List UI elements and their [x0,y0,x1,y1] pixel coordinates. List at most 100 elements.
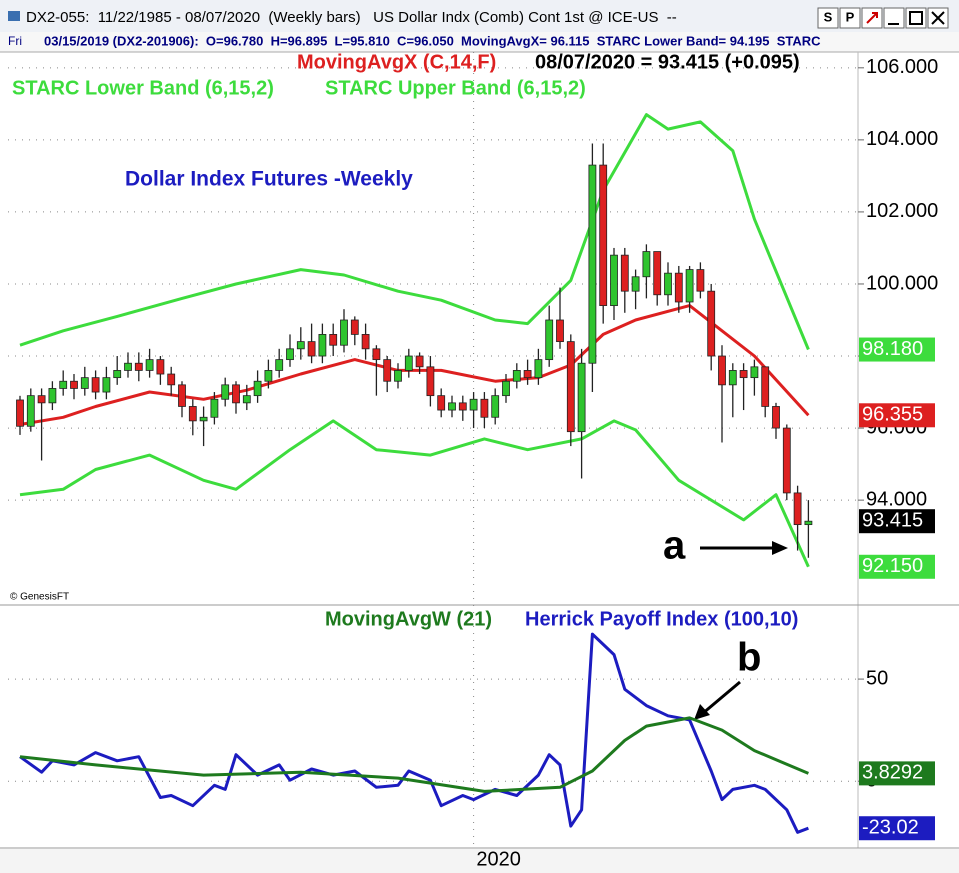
candle-body [210,398,219,418]
candle-body [696,269,705,292]
legend-entry: MovingAvgW (21) [325,608,492,630]
candle-body [232,384,240,404]
value-label-box [859,337,935,362]
candle-body [340,319,348,346]
candle-body [48,388,57,404]
candle-body [275,359,284,371]
candle-body [491,395,500,418]
button-label[interactable]: S [824,9,833,24]
candle-body [253,380,262,397]
candle-body [534,359,543,379]
value-label: 96.355 [862,404,923,426]
candle-body [37,395,46,404]
candle-body [156,359,165,375]
candle-body [707,290,716,357]
candle-body [480,398,489,418]
y-tick-label: 50 [866,667,888,689]
value-label-box [859,403,935,428]
candle-body [145,359,154,371]
x-tick-label: 2020 [476,848,521,870]
legend-entry: Herrick Payoff Index (100,10) [525,608,798,630]
window-title: DX2-055: 11/22/1985 - 08/07/2020 (Weekly… [26,9,677,26]
annotation-arrow [701,680,741,716]
candle-body [556,319,564,343]
candle-body [512,370,521,382]
info-line: 03/15/2019 (DX2-201906): O=96.780 H=96.8… [44,33,821,48]
candle-body [59,380,68,389]
value-label: 98.180 [862,338,923,360]
legend-value: 08/07/2020 = 93.415 (+0.095) [535,51,800,73]
candle-body [26,395,35,427]
candle-body [221,384,230,400]
candle-body [577,362,586,433]
title-bar [0,0,959,32]
candle-body [296,341,305,350]
candle-body [599,164,608,306]
candle-body [329,334,338,346]
value-label: 93.415 [862,509,923,531]
candle-body [372,348,381,361]
y-tick-label: 104.000 [866,128,938,150]
legend-entry: MovingAvgX (C,14,F) [297,51,496,73]
candle-body [307,341,316,357]
value-label-box [859,816,935,841]
annotation-arrowhead [772,541,788,555]
candle-body [415,355,424,368]
button[interactable] [817,7,839,29]
candle-body [404,355,413,371]
candle-body [394,370,402,382]
chart-title: Dollar Index Futures -Weekly [125,168,413,191]
candle-body [674,272,683,303]
value-label-box [859,761,935,786]
button-label[interactable]: P [846,9,855,24]
candle-body [361,334,370,350]
value-label: 92.150 [862,555,923,577]
candle-body [80,377,89,389]
candle-body [91,377,100,393]
annotation: a [663,524,686,568]
candle-body [286,348,294,361]
candle-body [448,402,456,411]
value-label: -23.02 [862,817,919,839]
info-day: Fri [8,34,22,48]
button[interactable] [839,7,861,29]
annotation: b [737,636,761,680]
candle-body [782,427,791,494]
candle-body [718,355,726,386]
credit: © GenesisFT [10,592,69,603]
link-icon [866,12,878,24]
candle-body [188,406,197,422]
legend-entry: STARC Lower Band (6,15,2) [12,77,274,99]
candle-body [761,366,770,407]
candle-body [772,406,780,429]
y-tick-label: 94.000 [866,488,927,510]
candle-body [610,254,618,306]
candle-body [804,520,813,526]
time-axis [0,849,959,873]
candle-body [124,362,132,371]
candle-body [750,366,759,379]
candle-body [523,370,532,379]
candle-body [469,398,478,411]
close-icon [931,11,945,25]
candle-body [642,251,651,278]
value-label-box [859,509,935,534]
candle-body [199,416,208,422]
candle-body [113,370,122,379]
y-tick-label: 102.000 [866,200,938,222]
candle-body [318,334,327,357]
candle-body [588,164,597,364]
y-tick-label: 106.000 [866,56,938,78]
candle-body [458,402,467,411]
candle-body [793,492,802,526]
annotation-arrowhead [694,704,710,720]
candle-body [383,359,392,382]
candle-body [102,377,111,393]
line-series [19,419,810,568]
y-tick-label: 100.000 [866,272,938,294]
candle-body [739,370,748,379]
candle-body [437,395,446,411]
candle-body [685,269,694,303]
candle-body [426,366,435,397]
